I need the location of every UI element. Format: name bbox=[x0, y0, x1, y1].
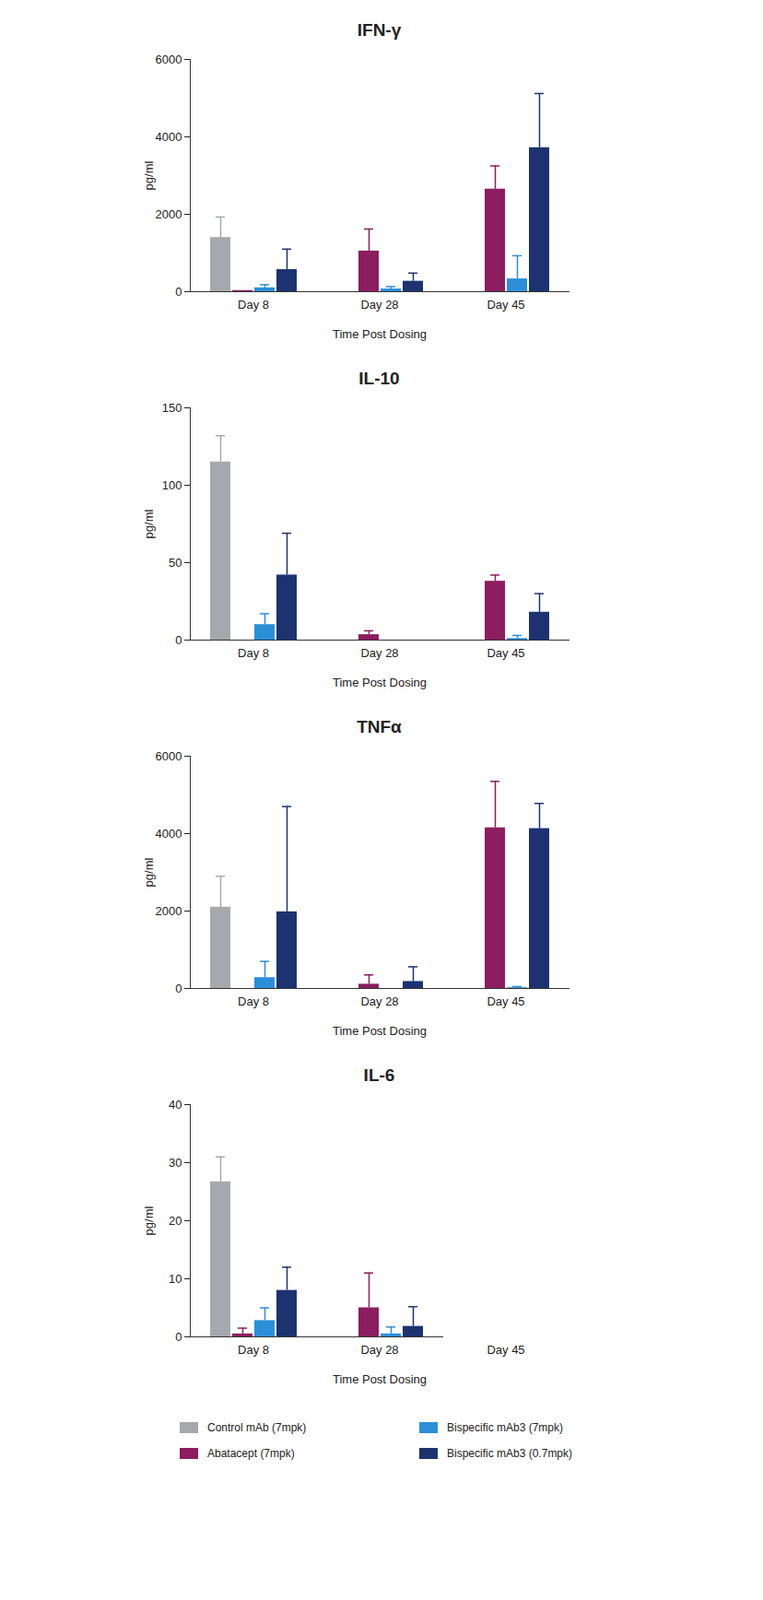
svg-text:Day 28: Day 28 bbox=[360, 994, 399, 1009]
svg-text:Day 8: Day 8 bbox=[237, 645, 270, 660]
svg-text:4000: 4000 bbox=[155, 129, 183, 144]
svg-text:pg/ml: pg/ml bbox=[141, 1205, 156, 1235]
svg-text:40: 40 bbox=[168, 1097, 182, 1112]
html-text:TNFα: TNFα bbox=[356, 716, 402, 737]
svg-text:4000: 4000 bbox=[155, 826, 183, 841]
svg-text:150: 150 bbox=[162, 400, 183, 415]
svg-text:Day 8: Day 8 bbox=[237, 994, 270, 1009]
svg-text:0: 0 bbox=[175, 981, 182, 996]
svg-text:100: 100 bbox=[162, 478, 183, 493]
svg-text:0: 0 bbox=[175, 284, 182, 299]
html-text:Abatacept (7mpk): Abatacept (7mpk) bbox=[207, 1446, 295, 1460]
svg-text:Day 45: Day 45 bbox=[486, 297, 525, 312]
svg-text:Time Post Dosing: Time Post Dosing bbox=[332, 675, 427, 690]
svg-text:Time Post Dosing: Time Post Dosing bbox=[332, 1023, 427, 1038]
svg-text:pg/ml: pg/ml bbox=[141, 160, 156, 190]
html-text:Control mAb (7mpk): Control mAb (7mpk) bbox=[207, 1420, 307, 1434]
svg-text:20: 20 bbox=[168, 1213, 182, 1228]
svg-text:2000: 2000 bbox=[155, 903, 183, 918]
svg-text:pg/ml: pg/ml bbox=[141, 856, 156, 887]
svg-text:2000: 2000 bbox=[155, 207, 183, 222]
svg-text:50: 50 bbox=[168, 555, 182, 570]
svg-text:Day 28: Day 28 bbox=[360, 297, 399, 312]
html-text:IL-6: IL-6 bbox=[363, 1065, 395, 1085]
svg-text:Time Post Dosing: Time Post Dosing bbox=[332, 1372, 427, 1386]
svg-text:Time Post Dosing: Time Post Dosing bbox=[332, 327, 427, 341]
html-text:Bispecific mAb3 (0.7mpk): Bispecific mAb3 (0.7mpk) bbox=[446, 1446, 573, 1460]
svg-text:0: 0 bbox=[175, 633, 182, 647]
svg-text:Day 45: Day 45 bbox=[486, 994, 525, 1009]
svg-text:30: 30 bbox=[168, 1155, 182, 1170]
svg-text:0: 0 bbox=[175, 1329, 182, 1344]
svg-text:Day 45: Day 45 bbox=[486, 1342, 525, 1357]
svg-text:Day 28: Day 28 bbox=[360, 1342, 399, 1357]
svg-text:10: 10 bbox=[168, 1271, 182, 1286]
svg-text:Day 8: Day 8 bbox=[237, 1342, 270, 1357]
html-text:IFN-γ: IFN-γ bbox=[357, 20, 402, 40]
html-text:IL-10: IL-10 bbox=[358, 368, 400, 388]
svg-text:Day 8: Day 8 bbox=[237, 297, 270, 312]
svg-text:Day 45: Day 45 bbox=[486, 645, 525, 660]
html-text:Bispecific mAb3 (7mpk): Bispecific mAb3 (7mpk) bbox=[446, 1420, 564, 1434]
svg-text:6000: 6000 bbox=[155, 749, 183, 763]
svg-text:6000: 6000 bbox=[155, 52, 183, 67]
svg-text:pg/ml: pg/ml bbox=[141, 508, 156, 539]
svg-text:Day 28: Day 28 bbox=[360, 645, 399, 660]
